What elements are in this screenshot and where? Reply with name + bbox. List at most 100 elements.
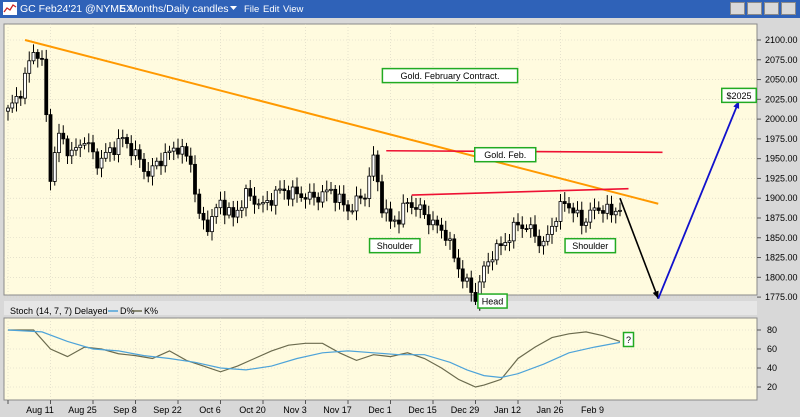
dropdown-arrow-icon[interactable] [230,6,237,11]
candle-body [265,200,270,203]
candle [499,236,503,256]
candle-body [286,190,291,200]
candle-body [103,151,108,159]
scroll-strip [4,301,757,315]
candle [435,215,440,234]
candle [167,145,172,160]
candle [227,202,231,219]
candle [596,201,601,215]
candle [397,211,401,234]
minimize-icon[interactable] [747,2,762,15]
candle [129,135,134,166]
chart-area[interactable]: 2100.00 2075.00 2050.00 2025.00 2000.00 1975.… [0,18,800,417]
candle [537,229,542,254]
candle-body [350,210,355,213]
candle [426,205,431,235]
candle [10,94,15,113]
menu-edit[interactable]: Edit [263,4,280,15]
price-tick-label: 1850.00 [765,233,798,243]
candle [103,143,108,162]
period-selector[interactable]: 5 Months/Daily candles [120,3,229,15]
menu-view[interactable]: View [283,4,304,15]
candle [465,273,469,288]
candle [137,144,142,168]
candle-body [269,200,274,206]
candle-body [448,238,452,241]
candle-body [443,229,448,241]
window-title: GC Feb24'21 @NYMEX [20,3,134,15]
candle [197,188,202,219]
candle-body [146,171,151,177]
candle [473,282,478,305]
stoch-tick-label: 40 [767,363,777,373]
date-tick-label: Jan 26 [536,405,563,415]
menu-file[interactable]: File [244,4,260,15]
candle-body [222,199,227,216]
candle-body [554,221,559,227]
candle [6,104,10,121]
date-tick-label: Nov 17 [323,405,352,415]
candle-body [150,165,155,177]
candle [363,193,367,207]
candle-body [57,132,61,154]
stoch-params: (14, 7, 7) Delayed [36,306,108,316]
candle [545,225,550,246]
candle-body [278,188,282,191]
candle-body [567,203,571,209]
candle-body [99,157,104,169]
candle-body [511,221,516,242]
candle-body [460,268,465,282]
candle [456,249,461,278]
candle [18,90,23,106]
candle-body [82,143,87,146]
candle-body [61,132,66,140]
candle [554,217,559,232]
stoch-tick-label: 80 [767,325,777,335]
candle-body [354,195,359,212]
candle [613,207,618,224]
candle [392,215,397,228]
candle [57,123,61,163]
candle [235,200,240,224]
candle [31,44,36,65]
candle-body [31,52,36,62]
candle-body [473,292,478,302]
candle-body [375,154,380,183]
candle [159,152,163,175]
candle-body [261,202,265,205]
annotation-box [381,67,519,84]
candle-body [163,152,168,167]
candle-body [112,147,117,155]
candle-body [142,158,146,172]
price-tick-label: 2075.00 [765,55,798,65]
restore-icon[interactable] [730,2,745,15]
candle [252,187,257,214]
maximize-icon[interactable] [764,2,779,15]
close-icon[interactable] [781,2,796,15]
candle-body [358,195,363,199]
candle-body [108,147,112,153]
candle-body [23,72,27,99]
candle [205,210,210,236]
date-tick-label: Dec 1 [368,405,392,415]
candle-body [520,224,525,229]
candle [375,150,380,192]
date-tick-label: Nov 3 [283,405,307,415]
annotation-box [368,237,421,254]
candle-body [44,58,49,116]
candle-body [575,209,580,214]
date-tick-label: Aug 11 [26,405,54,415]
candle [422,200,427,219]
annotation-label: Head [482,297,504,307]
candle-body [550,225,554,235]
candle [265,191,270,211]
candle-body [545,233,550,242]
candle [439,217,444,239]
stoch-annotation-label: ? [626,335,631,345]
candle-body [414,207,418,210]
candle [528,217,533,238]
candle-body [528,224,533,230]
candle [120,129,125,148]
candle [146,162,151,183]
stoch-title: Stoch [10,306,33,316]
